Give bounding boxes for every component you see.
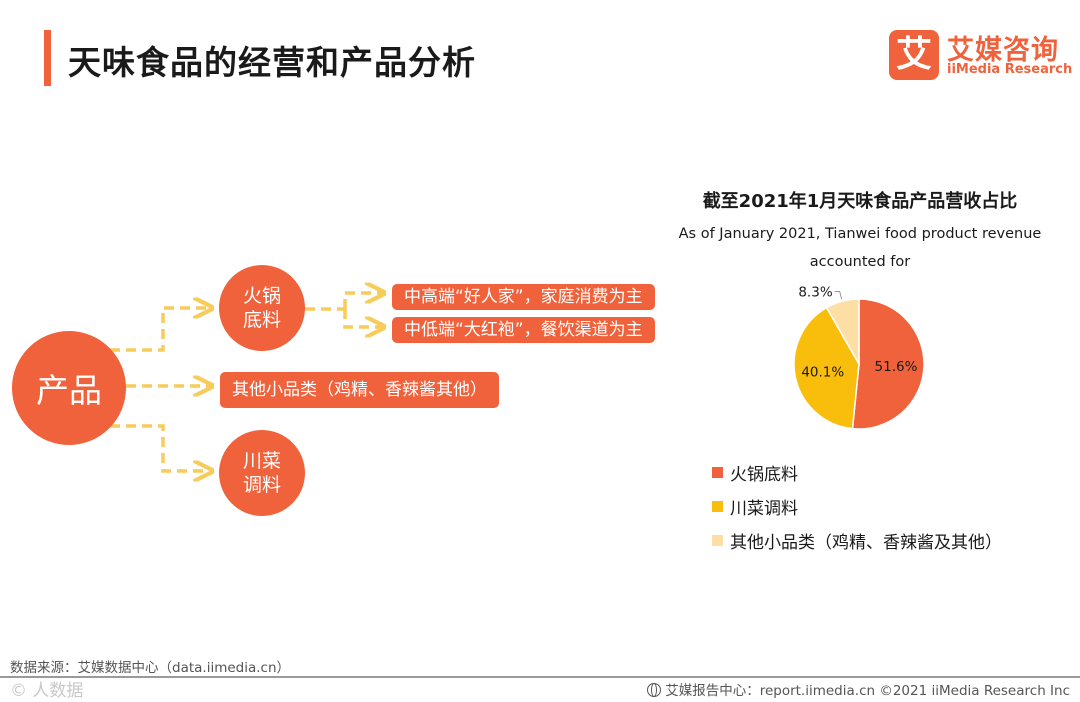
title-accent-bar xyxy=(44,30,51,86)
pie-label-sichuan: 40.1% xyxy=(801,365,844,381)
page-title: 天味食品的经营和产品分析 xyxy=(68,43,476,82)
chart-title: 截至2021年1月天味食品产品营收占比 xyxy=(702,191,1018,212)
sichuan-node-line2: 调料 xyxy=(242,474,281,496)
footer-divider xyxy=(0,676,1080,678)
legend-swatch-hotpot xyxy=(712,467,723,478)
hotpot-node-line2: 底料 xyxy=(242,309,281,331)
pie-slice-other xyxy=(825,298,860,367)
pie-slice-hotpot xyxy=(851,298,925,430)
legend-label-other: 其他小品类（鸡精、香辣酱及其他） xyxy=(730,533,1002,553)
data-source: 数据来源：艾媒数据中心（data.iimedia.cn） xyxy=(10,660,291,676)
pie-leader-other xyxy=(834,291,843,300)
footer-report-center: 艾媒报告中心：report.iimedia.cn ©2021 iiMedia R… xyxy=(647,679,1070,699)
legend-label-sichuan: 川菜调料 xyxy=(730,499,798,519)
connector-hotpot-high xyxy=(343,293,382,309)
connector-root-sichuan xyxy=(110,424,210,471)
hotpot-node: 火锅 底料 xyxy=(219,265,305,351)
hotpot-high-end-box: 中高端“好人家”，家庭消费为主 xyxy=(392,284,655,310)
other-category-box: 其他小品类（鸡精、香辣酱其他） xyxy=(220,372,499,408)
logo-glyph: 艾 xyxy=(889,30,939,80)
watermark: © 人数据 xyxy=(10,681,84,701)
revenue-pie-chart: 51.6% 40.1% 8.3% xyxy=(793,285,925,430)
footer-right-text: 艾媒报告中心：report.iimedia.cn ©2021 iiMedia R… xyxy=(665,683,1070,699)
legend-label-hotpot: 火锅底料 xyxy=(730,465,798,485)
chart-subtitle-line2: accounted for xyxy=(809,254,911,270)
pie-slice-sichuan xyxy=(793,306,860,430)
globe-icon xyxy=(647,683,662,697)
connector-root-hotpot xyxy=(110,308,210,352)
logo-cn-text: 艾媒咨询 xyxy=(947,35,1059,66)
pie-label-hotpot: 51.6% xyxy=(875,359,918,375)
chart-subtitle: As of January 2021, Tianwei food product… xyxy=(660,220,1060,276)
sichuan-node: 川菜 调料 xyxy=(219,430,305,516)
logo-en-text: iiMedia Research xyxy=(947,62,1073,77)
chart-subtitle-line1: As of January 2021, Tianwei food product… xyxy=(678,226,1042,242)
product-root-node: 产品 xyxy=(12,331,126,445)
legend-swatch-sichuan xyxy=(712,501,723,512)
connector-hotpot-low xyxy=(343,309,382,327)
sichuan-node-line1: 川菜 xyxy=(242,450,281,472)
hotpot-low-end-box: 中低端“大红袍”，餐饮渠道为主 xyxy=(392,317,655,343)
legend-swatch-other xyxy=(712,535,723,546)
hotpot-node-line1: 火锅 xyxy=(242,285,281,307)
pie-label-other: 8.3% xyxy=(798,285,832,301)
